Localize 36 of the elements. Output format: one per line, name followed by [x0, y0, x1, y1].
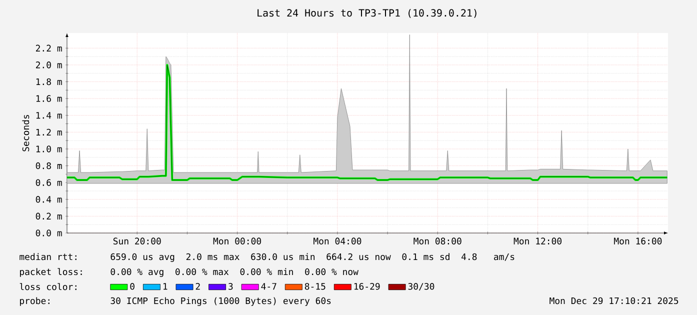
legend-label: 8-15	[304, 283, 326, 290]
y-tick-label: 0.6 m	[36, 179, 62, 186]
y-tick-label: 1.4 m	[36, 112, 62, 119]
legend-label: 16-29	[354, 283, 380, 290]
legend-title: loss color:	[20, 283, 76, 290]
y-tick-label: 2.2 m	[36, 44, 62, 52]
text: 30 ICMP Echo Pings (1000 Bytes) every 60s	[110, 297, 331, 306]
legend-label: 0	[130, 283, 134, 290]
text: 0.00 % avg 0.00 % max 0.00 % min 0.00 % now	[110, 268, 358, 277]
x-tick-label: Mon 04:00	[314, 238, 362, 244]
text: 659.0 us avg 2.0 ms max 630.0 us min 664.2 us now 0.1 ms sd 4.8 am/s	[110, 253, 514, 262]
y-tick-label: 1.6 m	[36, 95, 62, 102]
chart-title: Last 24 Hours to TP3-TP1 (10.39.0.21)	[258, 8, 476, 18]
y-tick-label: 2.0 m	[36, 62, 62, 68]
x-tick-label: Mon 12:00	[514, 238, 562, 244]
y-tick-label: 1.8 m	[36, 78, 62, 86]
text: probe:	[20, 297, 50, 306]
x-tick-label: Sun 20:00	[113, 238, 161, 244]
text: median rtt:	[20, 253, 76, 260]
legend-label: 1	[163, 283, 168, 290]
x-tick-label: Mon 08:00	[414, 238, 462, 244]
text: Mon Dec 29 17:10:21 2025	[550, 297, 678, 304]
y-tick-label: 0.0 m	[36, 230, 62, 236]
x-tick-label: Mon 00:00	[213, 238, 261, 244]
legend-label: 3	[228, 283, 233, 290]
y-tick-label: 0.4 m	[36, 196, 62, 203]
text: packet loss:	[20, 268, 82, 277]
y-axis-title: Seconds	[22, 114, 30, 152]
y-tick-label: 0.2 m	[36, 212, 62, 220]
x-tick-label: Mon 16:00	[614, 238, 662, 244]
legend-label: 2	[196, 283, 200, 290]
y-tick-label: 0.8 m	[36, 162, 62, 170]
y-tick-label: 1.2 m	[36, 128, 62, 136]
legend-label: 30/30	[408, 283, 434, 290]
legend-label: 4-7	[261, 283, 276, 290]
y-tick-label: 1.0 m	[36, 146, 62, 152]
